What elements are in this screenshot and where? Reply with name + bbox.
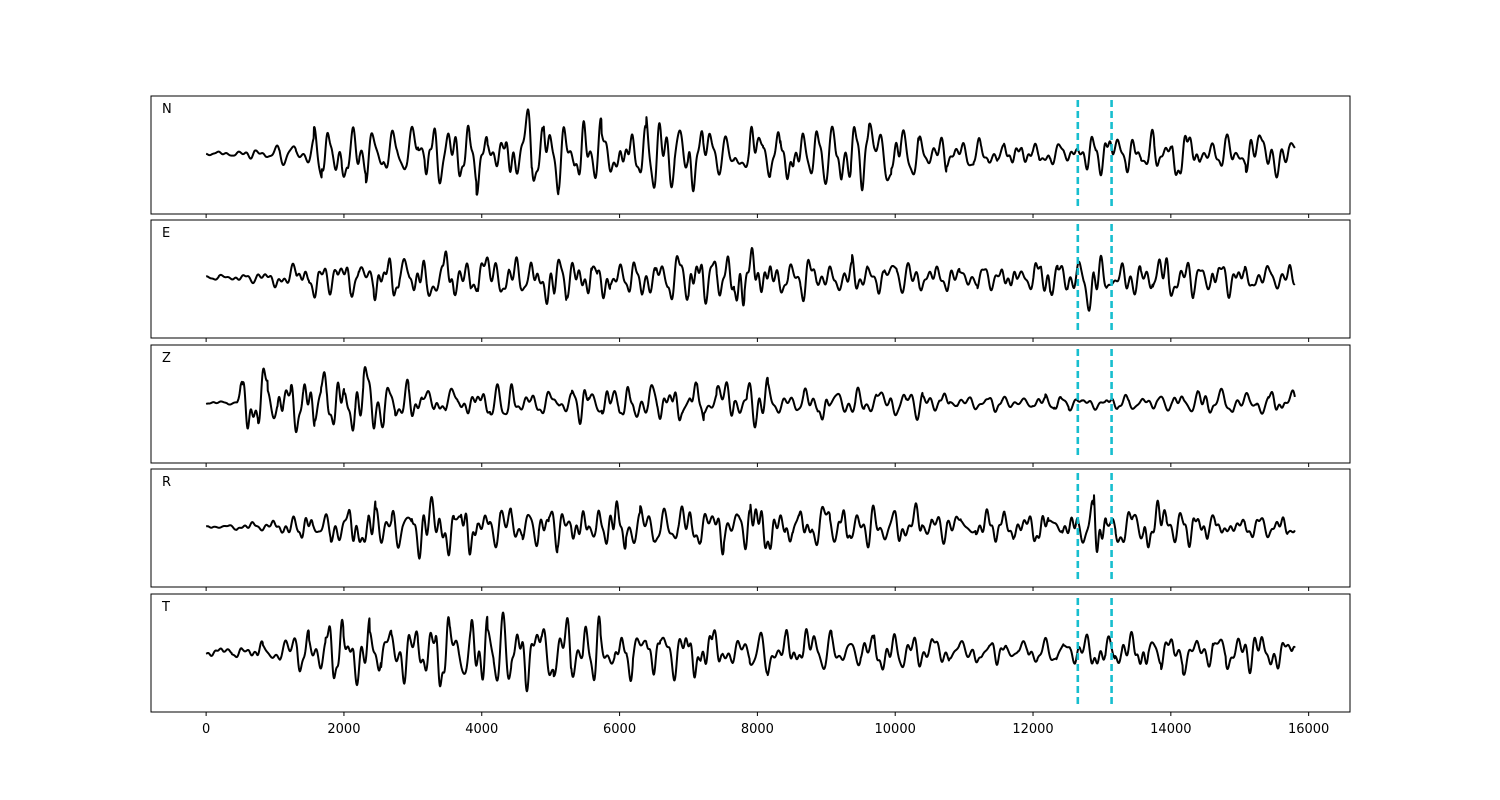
panel-label: E [162, 226, 170, 241]
x-tick-label: 12000 [1012, 722, 1053, 737]
panel-t: T [150, 593, 1351, 716]
panel-frame [150, 95, 1351, 215]
panel-r: R [150, 468, 1351, 591]
panel-frame [150, 468, 1351, 588]
trace-r [205, 494, 1296, 560]
x-tick-label: 10000 [875, 722, 916, 737]
x-tick-label: 2000 [327, 722, 360, 737]
panel-n: N [150, 95, 1351, 218]
trace-z [205, 366, 1296, 434]
trace-t [205, 611, 1296, 693]
x-tick-label: 4000 [465, 722, 498, 737]
trace-n [205, 108, 1296, 196]
x-tick-label: 6000 [603, 722, 636, 737]
panel-label: Z [162, 351, 171, 366]
panel-label: T [161, 600, 170, 615]
panel-frame [150, 593, 1351, 713]
x-tick-label: 0 [202, 722, 210, 737]
panel-e: E [150, 219, 1351, 342]
panel-frame [150, 344, 1351, 464]
x-tick-label: 8000 [741, 722, 774, 737]
x-tick-label: 16000 [1288, 722, 1329, 737]
panel-z: Z [150, 344, 1351, 467]
panel-frame [150, 219, 1351, 339]
panel-label: R [162, 475, 171, 490]
trace-e [205, 247, 1296, 312]
x-tick-label: 14000 [1150, 722, 1191, 737]
panel-label: N [162, 102, 172, 117]
